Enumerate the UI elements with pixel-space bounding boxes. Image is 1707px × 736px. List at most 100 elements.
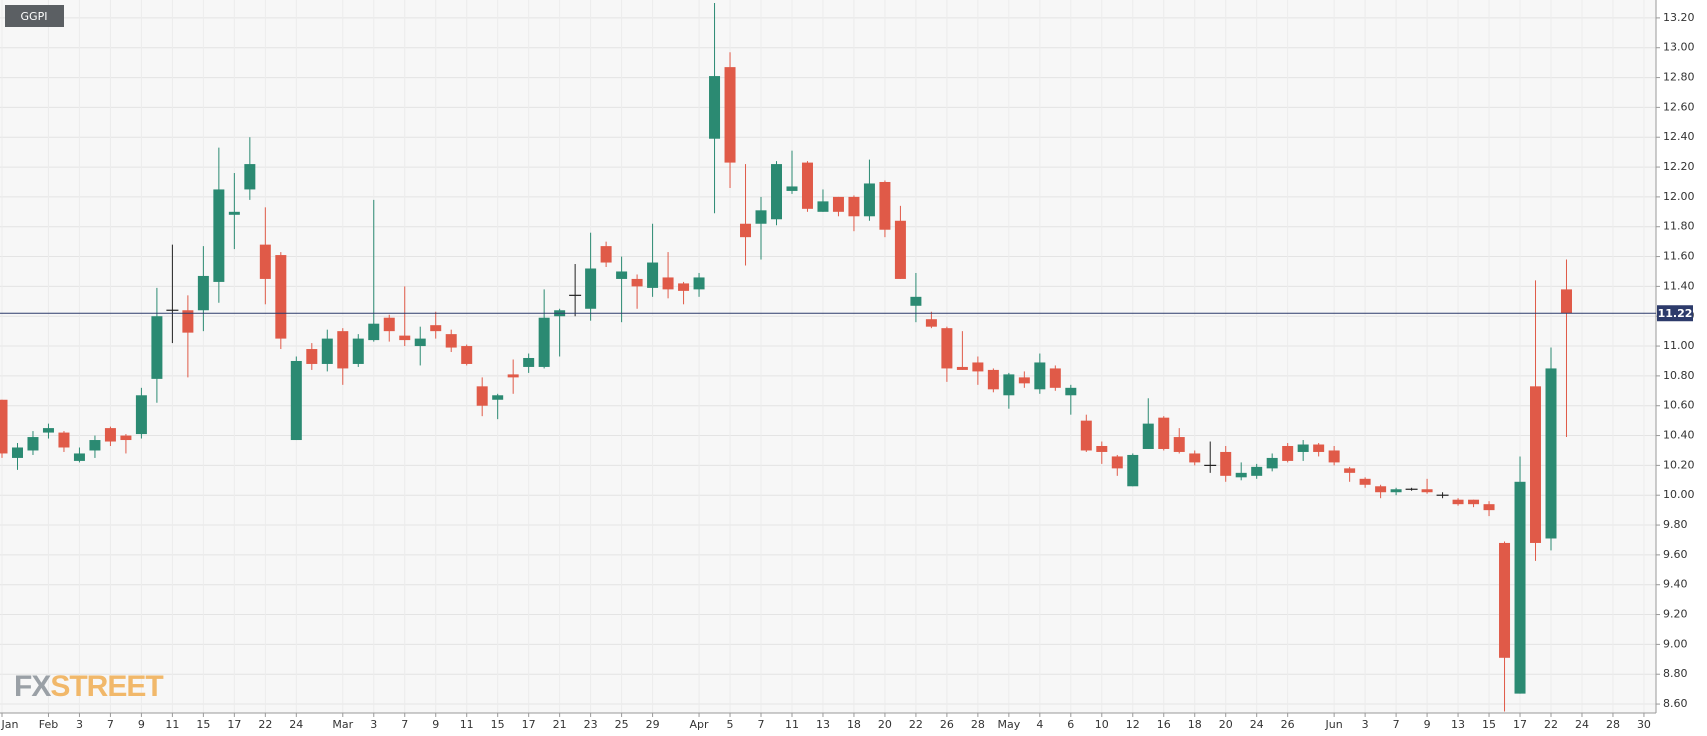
y-tick-label: 11.00 xyxy=(1663,339,1695,352)
candle-body xyxy=(941,328,953,369)
candle-body xyxy=(151,316,163,379)
x-tick-label: 12 xyxy=(1126,718,1140,731)
x-tick-label: 16 xyxy=(1157,718,1171,731)
x-tick-label: 15 xyxy=(1482,718,1496,731)
x-tick-label: 7 xyxy=(758,718,765,731)
candle-body xyxy=(879,181,891,230)
candle-body xyxy=(616,271,628,279)
candle-body xyxy=(337,331,349,369)
x-tick-label: 15 xyxy=(196,718,210,731)
x-tick-label: 24 xyxy=(1250,718,1264,731)
candle-body xyxy=(73,453,85,461)
candle-body xyxy=(1096,445,1108,452)
x-tick-label: May xyxy=(997,718,1020,731)
candle-body xyxy=(228,211,240,215)
candle-body xyxy=(368,323,380,341)
y-tick-label: 9.60 xyxy=(1663,548,1688,561)
candle-body xyxy=(27,437,39,451)
candle-body xyxy=(801,162,813,209)
candle-body xyxy=(1034,362,1046,390)
candle-body xyxy=(414,338,426,347)
x-tick-label: 6 xyxy=(1067,718,1074,731)
x-tick-label: 22 xyxy=(1544,718,1558,731)
x-tick-label: 4 xyxy=(1036,718,1043,731)
candle-body xyxy=(1483,504,1495,511)
candle-body xyxy=(306,349,318,364)
y-tick-label: 12.40 xyxy=(1663,130,1695,143)
x-tick-label: Jun xyxy=(1325,718,1343,731)
x-tick-label: 3 xyxy=(76,718,83,731)
candle-body xyxy=(631,278,643,287)
y-tick-label: 9.20 xyxy=(1663,608,1688,621)
plot-area xyxy=(0,0,1656,713)
y-tick-label: 9.80 xyxy=(1663,518,1688,531)
candle-body xyxy=(1189,453,1201,463)
candle-body xyxy=(1560,289,1572,314)
candle-body xyxy=(430,325,442,332)
candle-body xyxy=(894,220,906,279)
candle-body xyxy=(383,317,395,332)
y-tick-label: 10.40 xyxy=(1663,429,1695,442)
x-tick-label: 18 xyxy=(847,718,861,731)
candle-body xyxy=(259,244,271,279)
x-tick-label: Jan xyxy=(1,718,19,731)
x-tick-label: 13 xyxy=(816,718,830,731)
candle-body xyxy=(244,164,256,190)
candle-body xyxy=(135,395,147,435)
candle-body xyxy=(182,310,194,333)
candle-body xyxy=(352,338,364,364)
candle-body xyxy=(399,335,411,341)
candle-body xyxy=(1375,486,1387,493)
candle-body xyxy=(476,386,488,406)
candle-body xyxy=(956,366,968,370)
x-tick-label: 26 xyxy=(1281,718,1295,731)
candle-body xyxy=(1297,444,1309,452)
candle-body xyxy=(678,283,690,291)
y-tick-label: 9.40 xyxy=(1663,578,1688,591)
x-tick-label: 22 xyxy=(909,718,923,731)
x-tick-label: 17 xyxy=(522,718,536,731)
x-tick-label: 20 xyxy=(1219,718,1233,731)
candle-body xyxy=(290,360,302,441)
candle-body xyxy=(1390,489,1402,493)
candle-body xyxy=(11,447,23,458)
y-tick-label: 9.00 xyxy=(1663,637,1688,650)
candle-body xyxy=(1344,468,1356,473)
candle-body xyxy=(771,164,782,220)
candle-body xyxy=(1514,481,1526,694)
last-price-label: 11.22 xyxy=(1658,307,1693,320)
x-tick-label: Feb xyxy=(39,718,58,731)
candle-body xyxy=(1421,489,1433,493)
candle-body xyxy=(987,369,999,390)
candle-body xyxy=(1142,423,1154,449)
x-tick-label: 30 xyxy=(1637,718,1651,731)
x-tick-label: 17 xyxy=(227,718,241,731)
x-tick-label: 7 xyxy=(1393,718,1400,731)
x-tick-label: 9 xyxy=(432,718,439,731)
x-tick-label: 21 xyxy=(553,718,567,731)
candle-body xyxy=(275,255,287,339)
candle-body xyxy=(42,428,54,433)
x-tick-label: 11 xyxy=(165,718,179,731)
x-tick-label: 5 xyxy=(727,718,734,731)
x-tick-label: 24 xyxy=(289,718,303,731)
grid xyxy=(0,0,1656,713)
x-tick-label: 11 xyxy=(785,718,799,731)
y-tick-label: 13.00 xyxy=(1663,41,1695,54)
candle-body xyxy=(709,76,721,139)
x-tick-label: 26 xyxy=(940,718,954,731)
y-tick-label: 11.40 xyxy=(1663,279,1695,292)
candle-body xyxy=(1158,417,1170,449)
x-tick-label: 13 xyxy=(1451,718,1465,731)
y-tick-label: 10.80 xyxy=(1663,369,1695,382)
x-tick-label: 29 xyxy=(646,718,660,731)
candle-body xyxy=(1359,478,1371,485)
candle-body xyxy=(1111,456,1123,469)
candle-body xyxy=(1049,368,1061,388)
candle-body xyxy=(832,196,844,212)
x-tick-label: 9 xyxy=(1424,718,1431,731)
x-tick-label: 7 xyxy=(107,718,114,731)
watermark-fx: FX xyxy=(14,670,51,703)
y-tick-label: 8.80 xyxy=(1663,667,1688,680)
